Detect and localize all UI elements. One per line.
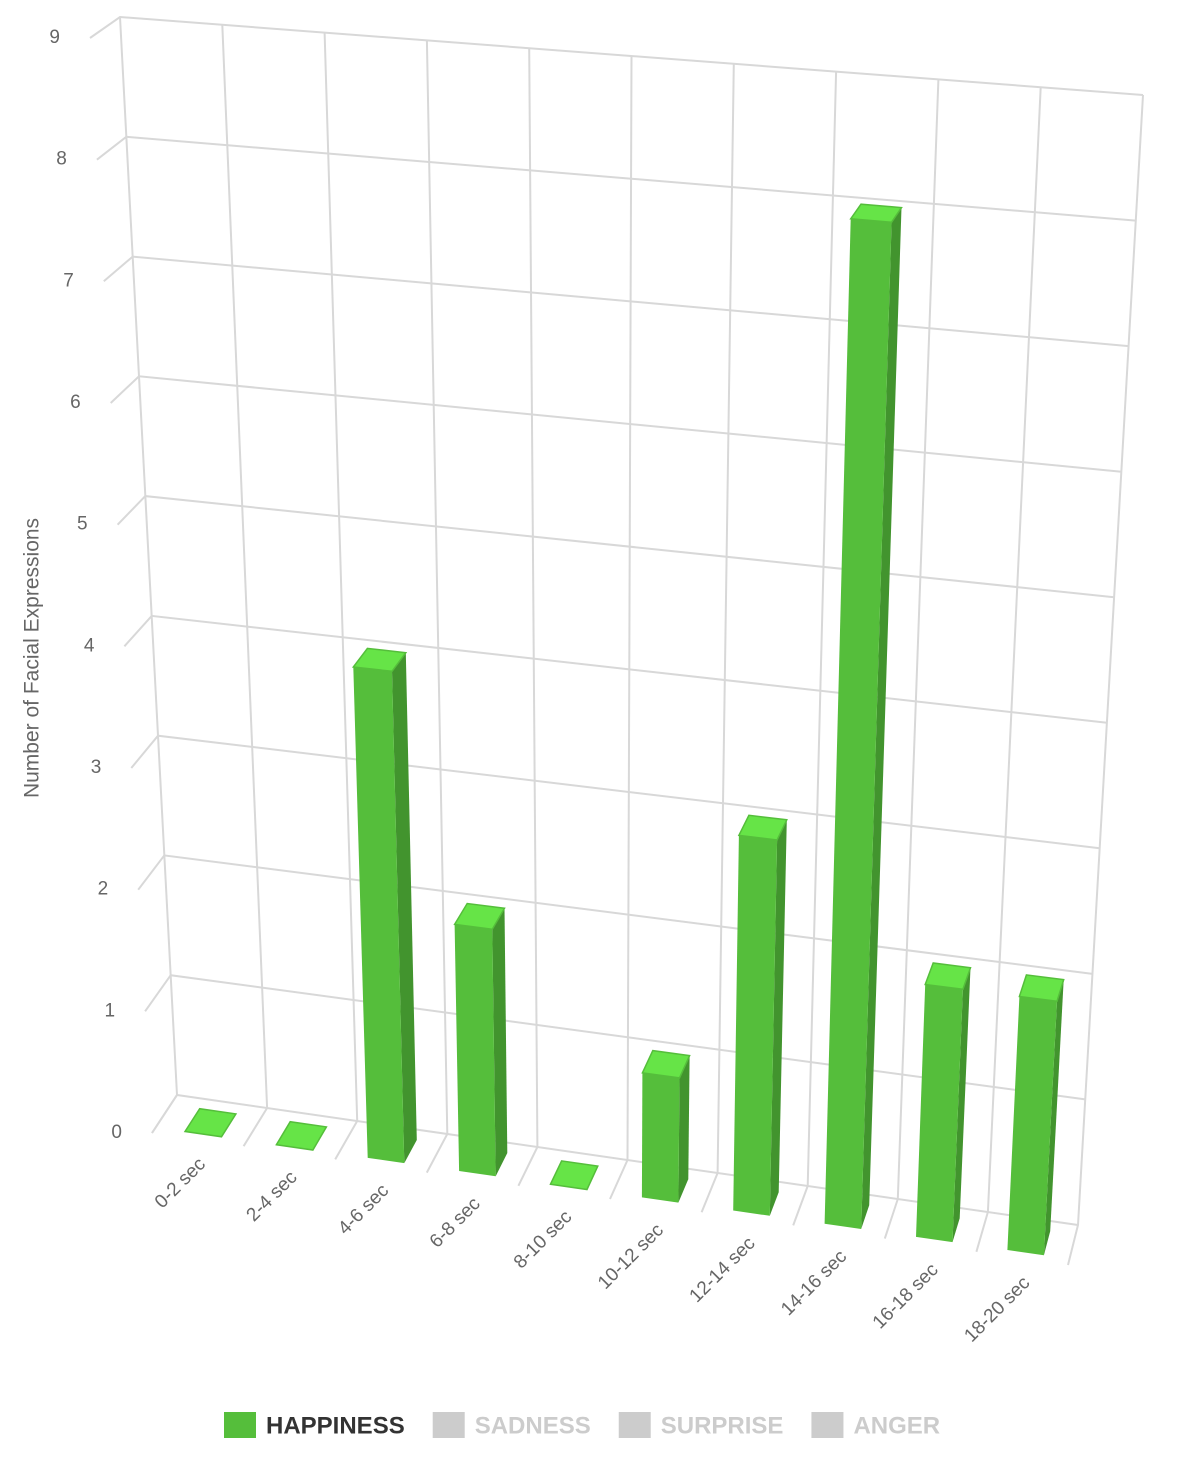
bar-top	[737, 814, 788, 841]
bar-top	[351, 647, 408, 673]
x-tick-label: 2-4 sec	[243, 1167, 302, 1226]
y-axis-title: Number of Facial Expressions	[21, 518, 44, 798]
x-tick-label: 0-2 sec	[151, 1154, 210, 1213]
bar-front	[641, 1072, 680, 1203]
y-tick-label: 6	[70, 392, 81, 413]
legend-item[interactable]: ANGER	[811, 1412, 940, 1439]
grid-line	[883, 79, 940, 1239]
y-tick-label: 5	[77, 514, 88, 535]
legend-item[interactable]: HAPPINESS	[224, 1412, 405, 1439]
bar	[1007, 974, 1065, 1256]
bar	[641, 1049, 691, 1203]
bar-front	[454, 924, 496, 1177]
grid-line	[609, 55, 633, 1200]
y-tick-label: 8	[56, 149, 67, 170]
grid-line	[123, 614, 1108, 724]
x-tick-label: 18-20 sec	[960, 1273, 1034, 1347]
bar-front	[824, 218, 892, 1230]
grid-line	[110, 375, 1122, 473]
bar	[275, 1120, 328, 1151]
legend-item[interactable]: SURPRISE	[618, 1412, 784, 1439]
bar	[549, 1160, 599, 1191]
bar-side	[952, 967, 971, 1243]
bar-side	[678, 1055, 690, 1203]
grid-line	[116, 495, 1115, 599]
y-tick-label: 3	[91, 757, 102, 778]
x-tick-label: 8-10 sec	[510, 1207, 576, 1273]
bar	[183, 1107, 238, 1138]
bar-front	[1007, 996, 1057, 1256]
y-tick-label: 1	[105, 1000, 116, 1021]
legend-label: SURPRISE	[661, 1412, 784, 1439]
grid-line	[323, 32, 359, 1160]
y-tick-label: 9	[49, 27, 60, 48]
x-tick-label: 14-16 sec	[777, 1246, 851, 1320]
grid-line	[700, 63, 735, 1213]
y-tick-label: 4	[84, 635, 95, 656]
x-tick-label: 12-14 sec	[686, 1233, 760, 1307]
legend-label: SADNESS	[475, 1412, 591, 1439]
bar-front	[916, 984, 963, 1243]
x-tick-label: 16-18 sec	[869, 1259, 943, 1333]
bar-top	[275, 1120, 328, 1151]
grid-line	[130, 734, 1100, 850]
grid-line	[221, 24, 269, 1147]
bar	[453, 902, 508, 1177]
bar-top	[849, 203, 903, 223]
grid-line	[792, 71, 838, 1226]
bar	[351, 647, 417, 1164]
grid-line	[517, 48, 539, 1187]
grid-line	[1067, 94, 1144, 1266]
y-tick-label: 0	[111, 1122, 122, 1143]
bar	[733, 814, 788, 1216]
bar-side	[861, 207, 902, 1230]
bar-top	[549, 1160, 599, 1191]
bar-top	[183, 1107, 238, 1138]
legend-swatch	[811, 1412, 844, 1438]
bar-side	[392, 652, 417, 1164]
bar-front	[733, 835, 778, 1216]
y-tick-label: 2	[98, 879, 109, 900]
bar-front	[353, 667, 405, 1164]
grid-line	[425, 40, 449, 1174]
bar-top	[641, 1049, 691, 1079]
grid-line	[975, 87, 1042, 1253]
legend-label: ANGER	[853, 1412, 940, 1439]
grid-line	[137, 854, 1093, 975]
bar-top	[924, 962, 972, 991]
y-tick-label: 7	[63, 270, 74, 291]
bar	[916, 962, 972, 1243]
grid-line	[103, 255, 1129, 348]
x-tick-label: 4-6 sec	[334, 1180, 393, 1239]
grid-line	[96, 135, 1136, 222]
bar-side	[492, 908, 508, 1177]
legend-item[interactable]: SADNESS	[432, 1412, 591, 1439]
bar-side	[769, 819, 787, 1216]
grid-line	[89, 15, 1144, 96]
grid-line	[119, 16, 179, 1134]
bar-side	[1043, 979, 1064, 1256]
x-tick-label: 10-12 sec	[594, 1220, 668, 1294]
legend-swatch	[432, 1412, 465, 1438]
legend: HAPPINESS SADNESS SURPRISE ANGER	[224, 1412, 940, 1439]
legend-label: HAPPINESS	[266, 1412, 405, 1439]
bar	[824, 203, 903, 1230]
x-tick-label: 6-8 sec	[426, 1193, 485, 1252]
bar-top	[453, 902, 506, 931]
legend-swatch	[618, 1412, 651, 1438]
bar-top	[1018, 974, 1065, 1003]
legend-swatch	[224, 1412, 256, 1438]
